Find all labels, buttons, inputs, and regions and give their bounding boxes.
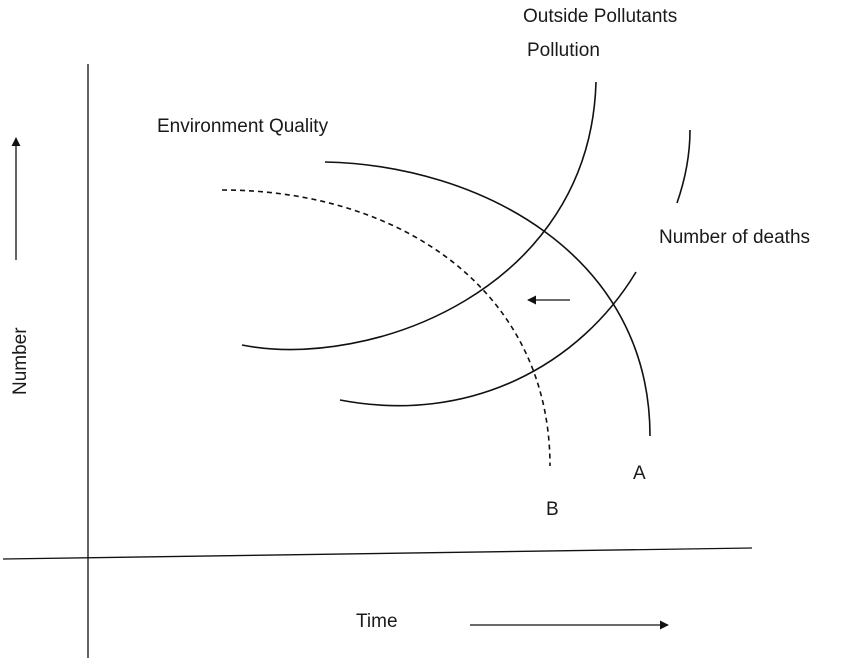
- environment-quality-curve-a: [324, 161, 651, 437]
- point-b-label: B: [546, 499, 559, 520]
- x-axis-line: [2, 547, 753, 560]
- environment-quality-label: Environment Quality: [157, 116, 329, 137]
- number-of-deaths-label: Number of deaths: [659, 227, 810, 248]
- y-axis-label: Number: [10, 327, 31, 395]
- outside-pollutants-label: Outside Pollutants: [523, 6, 677, 27]
- deaths-curve-upper-segment: [676, 129, 691, 204]
- deaths-curve: [339, 271, 637, 407]
- pollution-label: Pollution: [527, 40, 600, 61]
- point-a-label: A: [633, 463, 646, 484]
- pollution-curve: [241, 81, 597, 351]
- environment-quality-curve-b: [221, 189, 551, 467]
- x-axis-label: Time: [356, 611, 398, 632]
